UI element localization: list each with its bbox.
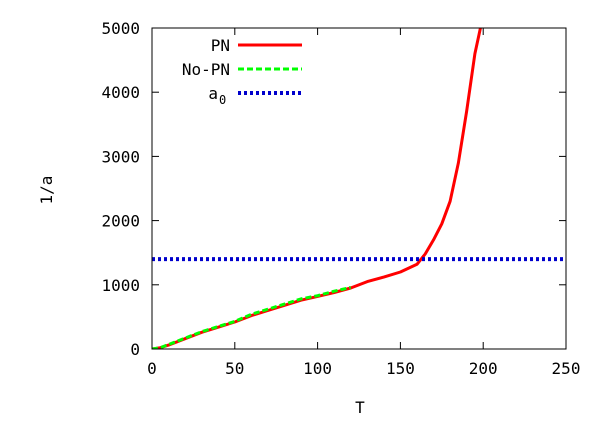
y-tick-label: 4000 (101, 83, 140, 102)
x-tick-label: 250 (552, 359, 581, 378)
legend-label-pn: PN (211, 36, 230, 55)
series-line-no-pn (152, 285, 352, 349)
legend: PN No-PN a 0 (182, 36, 302, 107)
legend-label-a0-sub: 0 (219, 93, 226, 107)
x-tick-label: 200 (469, 359, 498, 378)
y-tick-label: 2000 (101, 212, 140, 231)
x-tick-label: 0 (147, 359, 157, 378)
x-tick-label: 150 (386, 359, 415, 378)
series-layer (152, 28, 566, 349)
legend-label-a0-main: a (208, 84, 218, 103)
plot-frame (151, 27, 567, 350)
legend-label-no-pn: No-PN (182, 60, 230, 79)
y-tick-label: 5000 (101, 19, 140, 38)
x-tick-label: 50 (225, 359, 244, 378)
y-tick-label: 1000 (101, 276, 140, 295)
x-axis-label: T (355, 398, 365, 417)
ticks-layer: 0 50 100 150 200 250 0 1000 2000 3000 4000 5000 (101, 19, 580, 378)
legend-label-a0: a (208, 84, 218, 103)
y-tick-label: 0 (130, 340, 140, 359)
axes-layer (151, 27, 567, 350)
y-tick-label: 3000 (101, 147, 140, 166)
x-tick-label: 100 (303, 359, 332, 378)
y-axis-label: 1/a (37, 176, 56, 205)
